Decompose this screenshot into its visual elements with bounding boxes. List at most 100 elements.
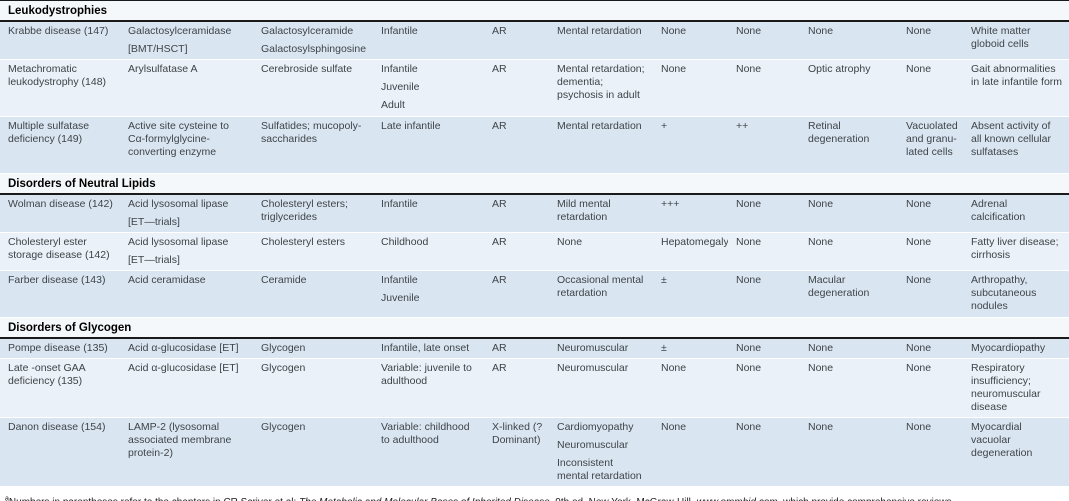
cell-danon-disease-col3: Glycogen (253, 417, 373, 487)
cell-line: Farber disease (143) (8, 274, 106, 286)
cell-line: Ceramide (261, 274, 307, 286)
cell-multiple-sulfatase-deficiency-col3: Sulfatides; mucopoly-saccharides (253, 116, 373, 174)
cell-line: None (661, 421, 687, 433)
cell-krabbe-disease-col8: None (728, 21, 800, 60)
cell-cholesteryl-ester-storage-disease-col6: None (549, 232, 653, 271)
cell-cholesteryl-ester-storage-disease-col10: None (898, 232, 963, 271)
cell-line: None (736, 421, 762, 433)
cell-multiple-sulfatase-deficiency-col4: Late infantile (373, 116, 484, 174)
cell-line: Danon disease (154) (8, 421, 106, 433)
cell-multiple-sulfatase-deficiency-col2: Active site cysteine to Cα-formylglycine… (120, 116, 253, 174)
cell-farber-disease-col6: Occasional mental retardation (549, 270, 653, 318)
cell-line: None (736, 25, 762, 37)
cell-danon-disease-col5: X-linked (?Dominant) (484, 417, 549, 487)
cell-krabbe-disease-col2: Galactosylceramidase [BMT/HSCT] (120, 21, 253, 60)
cell-wolman-disease-col1: Wolman disease (142) (0, 194, 120, 233)
cell-line: None (808, 198, 834, 210)
cell-farber-disease-col1: Farber disease (143) (0, 270, 120, 318)
cell-pompe-disease-col5: AR (484, 338, 549, 359)
cell-line: Retinal degeneration (808, 120, 870, 145)
cell-line: Infantile, late onset (381, 342, 470, 354)
cell-line: AR (492, 342, 507, 354)
cell-line: Acid ceramidase (128, 274, 206, 286)
cell-line: Active site cysteine to Cα-formylglycine… (128, 120, 229, 158)
cell-line: None (808, 362, 834, 374)
section-title-disorders-of-neutral-lipids: Disorders of Neutral Lipids (0, 173, 1069, 195)
section-title-disorders-of-glycogen: Disorders of Glycogen (0, 317, 1069, 339)
cell-line: AR (492, 362, 507, 374)
cell-line: Glycogen (261, 362, 306, 374)
cell-krabbe-disease-col6: Mental retardation (549, 21, 653, 60)
cell-line: None (808, 25, 834, 37)
cell-line: Late -onset GAA deficiency (135) (8, 362, 86, 387)
cell-line: Mental retardation (557, 120, 642, 132)
cell-line: None (557, 236, 583, 248)
cell-line: Multiple sulfatase deficiency (149) (8, 120, 90, 145)
cell-farber-disease-col5: AR (484, 270, 549, 318)
cell-danon-disease-col4: Variable: childhood to adulthood (373, 417, 484, 487)
cell-cholesteryl-ester-storage-disease-col7: Hepatomegaly (653, 232, 728, 271)
cell-line: Krabbe disease (147) (8, 25, 109, 37)
cell-danon-disease-col1: Danon disease (154) (0, 417, 120, 487)
cell-line: Absent activity of all known cellular su… (971, 120, 1051, 158)
cell-line: White matter globoid cells (971, 25, 1031, 50)
cell-pompe-disease-col10: None (898, 338, 963, 359)
cell-line: AR (492, 63, 507, 75)
cell-krabbe-disease-col5: AR (484, 21, 549, 60)
cell-line: None (736, 63, 762, 75)
cell-line: AR (492, 25, 507, 37)
cell-multiple-sulfatase-deficiency-col7: + (653, 116, 728, 174)
cell-line: Infantile (381, 25, 418, 37)
cell-cholesteryl-ester-storage-disease-col9: None (800, 232, 898, 271)
cell-line: ± (661, 342, 667, 354)
cell-pompe-disease-col1: Pompe disease (135) (0, 338, 120, 359)
cell-line: Acid α-glucosidase [ET] (128, 342, 239, 354)
cell-farber-disease-col9: Macular degeneration (800, 270, 898, 318)
table-row-metachromatic-leukodystrophy: Metachromatic leukodystrophy (148) Arylsu… (0, 59, 1069, 117)
cell-line: Mental retardation; dementia; psychosis … (557, 63, 645, 101)
table-row-late-onset-gaa-deficiency: Late -onset GAA deficiency (135) Acid α-g… (0, 358, 1069, 418)
cell-line: AR (492, 274, 507, 286)
table-row-danon-disease: Danon disease (154) LAMP-2 (lysosomal ass… (0, 417, 1069, 487)
cell-line: Juvenile (381, 81, 420, 93)
cell-line: Neuromuscular (557, 439, 629, 451)
cell-krabbe-disease-col10: None (898, 21, 963, 60)
cell-line: Neuromuscular (557, 362, 629, 374)
cell-danon-disease-col10: None (898, 417, 963, 487)
cell-cholesteryl-ester-storage-disease-col11: Fatty liver disease; cirrhosis (963, 232, 1069, 271)
cell-line: None (736, 342, 762, 354)
table-row-farber-disease: Farber disease (143) Acid ceramidase Ceram… (0, 270, 1069, 318)
cell-pompe-disease-col11: Myocardiopathy (963, 338, 1069, 359)
cell-line: AR (492, 198, 507, 210)
table-row-pompe-disease: Pompe disease (135) Acid α-glucosidase [E… (0, 338, 1069, 359)
cell-line: Fatty liver disease; cirrhosis (971, 236, 1059, 261)
cell-line: Wolman disease (142) (8, 198, 113, 210)
cell-line: None (808, 342, 834, 354)
cell-metachromatic-leukodystrophy-col2: Arylsulfatase A (120, 59, 253, 117)
footnote-italic-segment: The Metabolic and Molecular Bases of Inh… (299, 497, 550, 501)
cell-line: Galactosylceramide (261, 25, 354, 37)
cell-pompe-disease-col6: Neuromuscular (549, 338, 653, 359)
cell-line: Juvenile (381, 292, 420, 304)
cell-farber-disease-col11: Arthropathy, subcutaneous nodules (963, 270, 1069, 318)
cell-farber-disease-col3: Ceramide (253, 270, 373, 318)
cell-late-onset-gaa-deficiency-col3: Glycogen (253, 358, 373, 418)
cell-line: Infantile (381, 198, 418, 210)
cell-danon-disease-col6: Cardiomyopathy Neuromuscular Inconsistent … (549, 417, 653, 487)
cell-line: [ET—trials] (128, 254, 180, 266)
cell-line: Adult (381, 99, 405, 111)
cell-metachromatic-leukodystrophy-col10: None (898, 59, 963, 117)
cell-line: Late infantile (381, 120, 441, 132)
cell-late-onset-gaa-deficiency-col8: None (728, 358, 800, 418)
cell-line: Gait abnormalities in late infantile for… (971, 63, 1063, 88)
cell-danon-disease-col11: Myocardial vacuolar degeneration (963, 417, 1069, 487)
cell-pompe-disease-col9: None (800, 338, 898, 359)
disease-table: Leukodystrophies Krabbe disease (147) Gala… (0, 0, 1069, 487)
cell-line: Variable: juvenile to adulthood (381, 362, 472, 387)
cell-wolman-disease-col3: Cholesteryl esters; triglycerides (253, 194, 373, 233)
cell-krabbe-disease-col1: Krabbe disease (147) (0, 21, 120, 60)
section-row-disorders-of-neutral-lipids: Disorders of Neutral Lipids (0, 173, 1069, 195)
cell-farber-disease-col7: ± (653, 270, 728, 318)
table-row-wolman-disease: Wolman disease (142) Acid lysosomal lipas… (0, 194, 1069, 233)
